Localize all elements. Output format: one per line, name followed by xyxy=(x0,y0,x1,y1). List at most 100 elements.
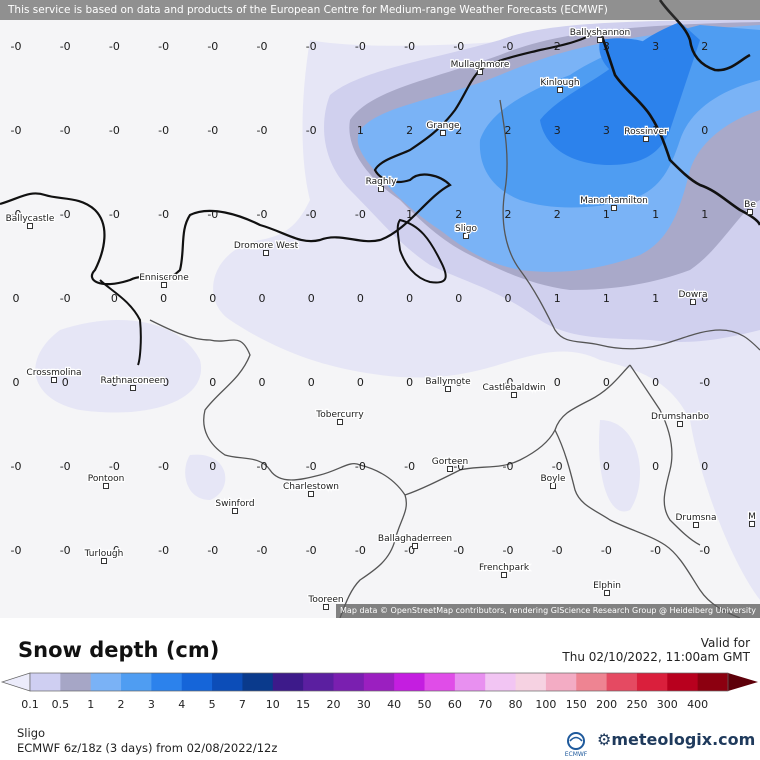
scale-swatch xyxy=(30,673,61,691)
grid-value: 0 xyxy=(701,124,708,137)
place-marker[interactable]: Sligo xyxy=(454,223,479,239)
snow-band-0-1-east xyxy=(599,420,640,512)
grid-value: -0 xyxy=(158,124,169,137)
scale-label: 1 xyxy=(87,698,95,711)
grid-value: -0 xyxy=(503,40,514,53)
place-marker[interactable]: Turlough xyxy=(82,548,125,564)
valid-time: Thu 02/10/2022, 11:00am GMT xyxy=(562,650,750,664)
grid-value: 2 xyxy=(455,208,462,221)
grid-value: -0 xyxy=(109,544,120,557)
grid-value: -0 xyxy=(60,208,71,221)
place-marker[interactable]: Boyle xyxy=(539,473,567,489)
place-marker[interactable]: Ballycastle xyxy=(4,213,56,229)
scale-label: 100 xyxy=(535,698,557,711)
place-dot xyxy=(550,483,556,489)
place-marker[interactable]: Rathnaconeen xyxy=(99,375,167,391)
place-marker[interactable]: M xyxy=(747,511,757,527)
place-marker[interactable]: Elphin xyxy=(592,580,622,596)
place-marker[interactable]: Crossmolina xyxy=(25,367,83,383)
place-marker[interactable]: Pontoon xyxy=(87,473,125,489)
grid-value: -0 xyxy=(404,544,415,557)
place-name: Grange xyxy=(426,121,460,131)
grid-value: 3 xyxy=(652,40,659,53)
place-name: Boyle xyxy=(540,474,566,484)
grid-value: 3 xyxy=(603,40,610,53)
place-marker[interactable]: Swinford xyxy=(214,498,256,514)
place-dot xyxy=(263,250,269,256)
grid-value: -0 xyxy=(60,124,71,137)
scale-swatch xyxy=(333,673,365,691)
grid-value: 2 xyxy=(554,40,561,53)
place-marker[interactable]: Ballyshannon xyxy=(569,27,631,43)
place-dot xyxy=(101,558,107,564)
valid-for-label: Valid for xyxy=(700,636,750,650)
grid-value: -0 xyxy=(355,40,366,53)
grid-value: -0 xyxy=(11,208,22,221)
grid-value: 0 xyxy=(455,292,462,305)
grid-values: -0 -0 -0 -0 -0 -0 -0 -0 -0 -0 -0 2 3 3 2 -0 -0 -0 -0 -0 -0 -0… xyxy=(11,40,711,557)
place-marker[interactable]: Frenchpark xyxy=(478,562,531,578)
place-marker[interactable]: Ballaghaderreen xyxy=(377,533,453,549)
place-marker[interactable]: Mullaghmore xyxy=(449,59,511,75)
place-marker[interactable]: Dromore West xyxy=(233,240,300,256)
scale-swatch xyxy=(394,673,426,691)
place-marker[interactable]: Gorteen xyxy=(431,456,469,472)
place-name: Frenchpark xyxy=(479,563,530,573)
place-marker[interactable]: Drumsna xyxy=(674,512,718,528)
grid-value: -0 xyxy=(453,460,464,473)
place-dot xyxy=(412,543,418,549)
place-marker[interactable]: Manorhamilton xyxy=(579,195,649,211)
grid-value: 0 xyxy=(406,376,413,389)
grid-value: -0 xyxy=(699,376,710,389)
grid-value: -0 xyxy=(60,292,71,305)
place-dot xyxy=(51,377,57,383)
place-marker[interactable]: Be xyxy=(743,199,758,215)
grid-value: -0 xyxy=(60,544,71,557)
grid-value: 0 xyxy=(209,292,216,305)
grid-value: -0 xyxy=(158,208,169,221)
place-marker[interactable]: Castlebaldwin xyxy=(481,382,547,398)
grid-value: 2 xyxy=(701,40,708,53)
place-name: Gorteen xyxy=(432,457,469,467)
place-marker[interactable]: Enniscrone xyxy=(138,272,190,288)
place-marker[interactable]: Dowra xyxy=(677,289,709,305)
snow-depth-map[interactable]: -0 -0 -0 -0 -0 -0 -0 -0 -0 -0 -0 2 3 3 2 -0 -0 -0 -0 -0 -0 -0… xyxy=(0,0,760,618)
snow-band-4b xyxy=(599,38,665,76)
place-marker[interactable]: Tooreen xyxy=(306,594,345,610)
place-dot xyxy=(749,521,755,527)
location-name: Sligo xyxy=(17,726,46,740)
place-labels: Ballyshannon Mullaghmore Kinlough Grange Ros… xyxy=(4,27,758,610)
place-marker[interactable]: Rossinver xyxy=(623,126,669,142)
brand-logo[interactable]: ⚙meteologix.com xyxy=(597,730,755,749)
place-marker[interactable]: Charlestown xyxy=(282,481,340,497)
place-marker[interactable]: Grange xyxy=(425,120,461,136)
place-dot xyxy=(690,299,696,305)
legend-title: Snow depth (cm) xyxy=(18,638,220,662)
grid-value: 0 xyxy=(62,376,69,389)
grid-value: -0 xyxy=(158,376,169,389)
grid-value: 1 xyxy=(603,292,610,305)
grid-value: -0 xyxy=(257,208,268,221)
scale-label: 30 xyxy=(356,698,371,711)
grid-value: 0 xyxy=(209,460,216,473)
place-marker[interactable]: Drumshanbo xyxy=(650,411,711,427)
grid-value: -0 xyxy=(158,460,169,473)
grid-value: 0 xyxy=(259,376,266,389)
grid-value: -0 xyxy=(109,208,120,221)
scale-label: 4 xyxy=(178,698,186,711)
grid-value: 3 xyxy=(554,124,561,137)
place-name: Mullaghmore xyxy=(451,60,510,70)
place-dot xyxy=(677,421,683,427)
place-dot xyxy=(161,282,167,288)
scale-swatch xyxy=(90,673,122,691)
place-marker[interactable]: Tobercurry xyxy=(314,409,366,425)
border-ni-north xyxy=(658,0,751,72)
place-marker[interactable]: Ballymote xyxy=(424,376,472,392)
grid-value: -0 xyxy=(453,40,464,53)
scale-swatch xyxy=(272,673,304,691)
place-name: Ballymote xyxy=(425,377,471,387)
place-marker[interactable]: Raghly xyxy=(364,176,398,192)
grid-value: -0 xyxy=(503,460,514,473)
place-marker[interactable]: Kinlough xyxy=(539,77,581,93)
grid-value: 0 xyxy=(455,376,462,389)
